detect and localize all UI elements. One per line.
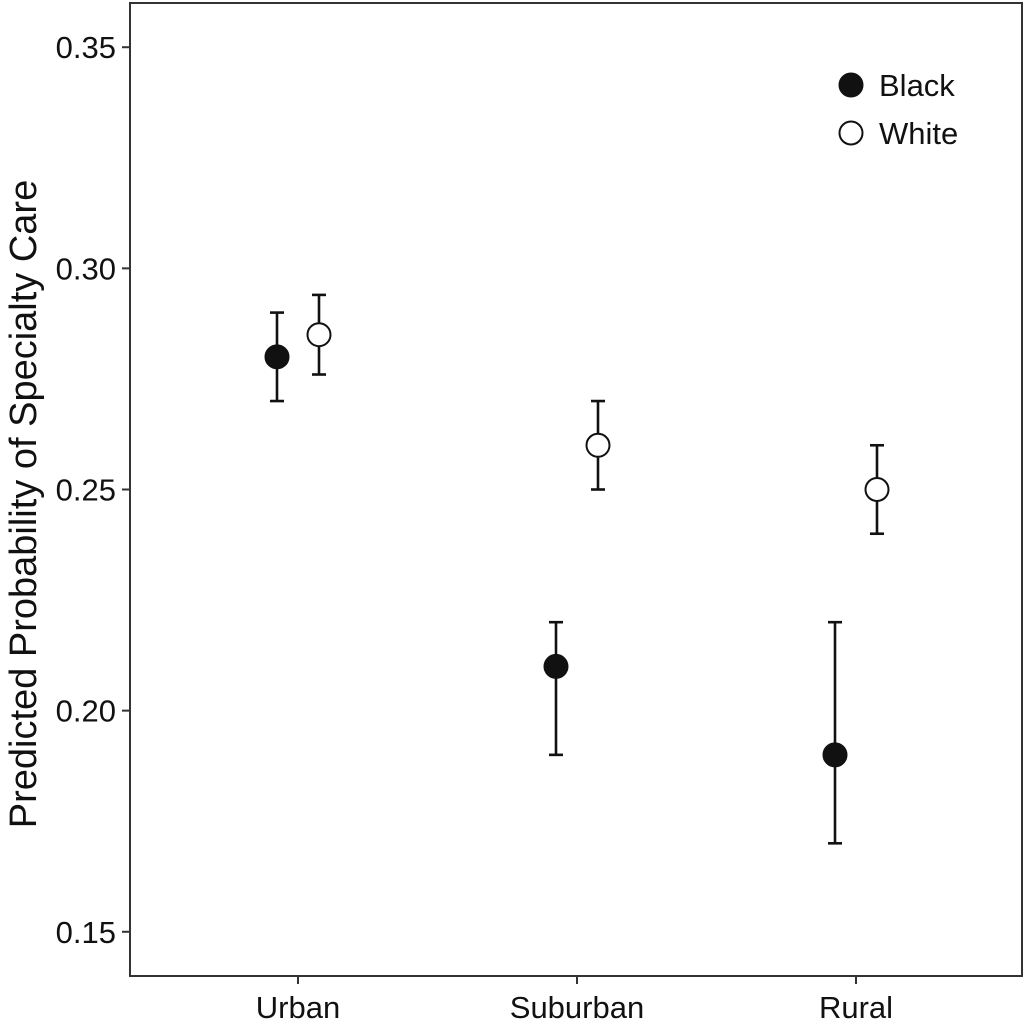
y-tick-label: 0.15 [56, 915, 116, 950]
x-axis: Urban Suburban Rural [256, 976, 893, 1022]
x-tick-label: Rural [819, 990, 893, 1022]
y-tick-label: 0.25 [56, 473, 116, 508]
y-tick-label: 0.30 [56, 251, 116, 286]
data-point [864, 477, 890, 502]
y-tick-label: 0.35 [56, 30, 116, 65]
legend: Black White [838, 68, 958, 151]
x-tick-label: Suburban [510, 990, 644, 1022]
y-tick-label: 0.20 [56, 694, 116, 729]
data-point [543, 653, 569, 679]
y-axis: 0.15 0.20 0.25 0.30 0.35 [56, 30, 130, 950]
legend-label: Black [879, 68, 955, 103]
x-tick-label: Urban [256, 990, 340, 1022]
data-point [585, 432, 611, 458]
legend-marker [838, 72, 864, 98]
data-point [822, 742, 848, 768]
legend-label: White [879, 116, 958, 151]
data-point [264, 344, 290, 370]
series-black [264, 311, 848, 845]
legend-marker [838, 120, 864, 146]
y-axis-title: Predicted Probability of Specialty Care [3, 180, 45, 828]
series-layer [264, 293, 890, 845]
series-white [306, 293, 890, 536]
data-point [306, 322, 332, 348]
